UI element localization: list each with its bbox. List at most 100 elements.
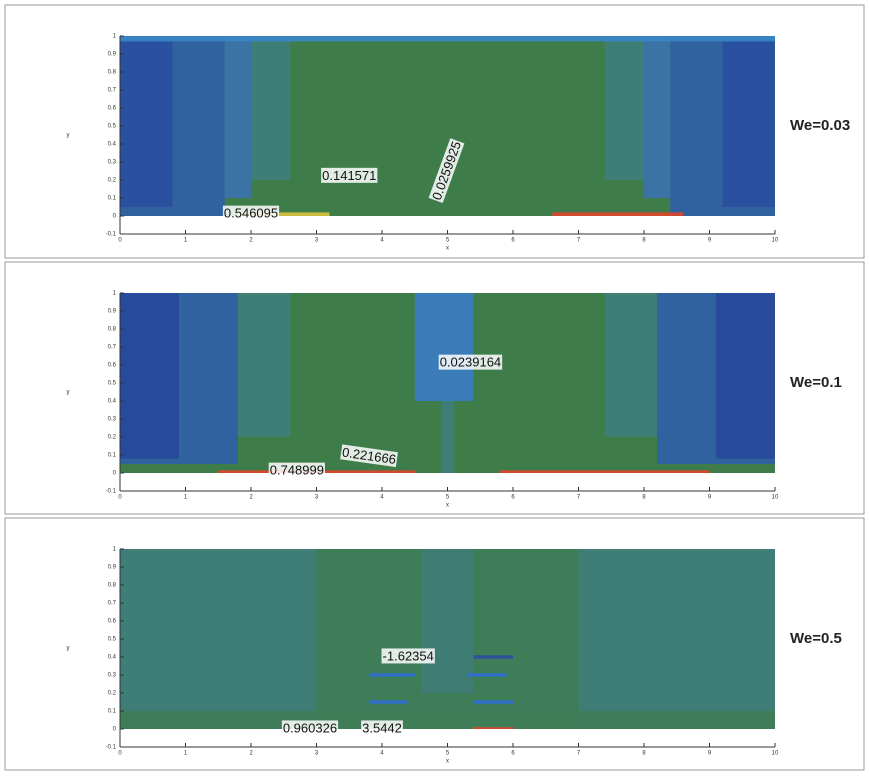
panel-annotation: We=0.1 (790, 374, 842, 391)
contour-field (120, 293, 775, 473)
contour-label: -1.62354 (381, 648, 435, 664)
field-region (120, 711, 775, 729)
contour-label: 0.748999 (268, 462, 325, 478)
y-tick-label: 0 (113, 727, 117, 733)
x-tick-label: 1 (184, 238, 188, 244)
y-tick-label: 0.6 (108, 619, 117, 625)
x-tick-label: 8 (642, 238, 646, 244)
y-tick-label: 0.5 (108, 381, 117, 387)
field-region (499, 470, 710, 473)
panel-border (4, 517, 865, 771)
field-region (473, 700, 513, 704)
x-tick-label: 6 (511, 495, 515, 501)
field-region (237, 212, 330, 216)
x-tick-label: 3 (315, 751, 319, 757)
contour-label-text: 0.141571 (322, 168, 376, 183)
x-tick-label: 5 (446, 238, 450, 244)
field-region (604, 36, 644, 180)
field-region (120, 36, 173, 207)
contour-label-box (222, 205, 280, 221)
panel-border (4, 261, 865, 515)
x-tick-label: 6 (511, 238, 515, 244)
field-region (224, 36, 251, 198)
x-axis-label: x (446, 503, 449, 509)
y-tick-label: 0.7 (108, 88, 117, 94)
y-tick-label: -0.1 (106, 489, 117, 495)
y-axis-label: y (67, 390, 70, 396)
y-tick-label: 0 (113, 214, 117, 220)
x-tick-label: 4 (380, 238, 384, 244)
contour-label-box (428, 138, 465, 204)
x-axis-label: x (446, 759, 449, 765)
field-region (368, 700, 409, 704)
x-tick-label: 10 (772, 751, 779, 757)
y-tick-label: 0.1 (108, 196, 117, 202)
contour-label-text: 0.960326 (283, 720, 337, 735)
x-tick-label: 3 (315, 238, 319, 244)
x-tick-label: 2 (249, 495, 253, 501)
contour-label-box (340, 444, 398, 468)
y-tick-label: 0.6 (108, 106, 117, 112)
x-axis-label: x (446, 246, 449, 252)
contour-label-box (361, 720, 403, 736)
panel-border (4, 4, 865, 259)
y-tick-label: 0.7 (108, 345, 117, 351)
x-tick-label: 9 (708, 751, 712, 757)
field-region (716, 293, 775, 459)
y-tick-label: 0.2 (108, 691, 117, 697)
x-tick-label: 4 (380, 751, 384, 757)
x-tick-label: 7 (577, 238, 581, 244)
x-tick-label: 1 (184, 495, 188, 501)
x-tick-label: 0 (118, 751, 122, 757)
y-tick-label: 0.2 (108, 435, 117, 441)
y-tick-label: 0.7 (108, 601, 117, 607)
contour-label-box (321, 167, 378, 183)
y-tick-label: 0 (113, 471, 117, 477)
x-tick-label: 5 (446, 751, 450, 757)
x-tick-label: 10 (772, 495, 779, 501)
field-region (722, 36, 775, 207)
y-tick-label: 0.3 (108, 160, 117, 166)
field-region (467, 673, 507, 677)
y-tick-label: 0.4 (108, 655, 117, 661)
x-tick-label: 3 (315, 495, 319, 501)
x-tick-label: 4 (380, 495, 384, 501)
contour-label-text: 0.748999 (270, 463, 324, 478)
field-region (473, 727, 513, 729)
panel-annotation: We=0.03 (790, 117, 850, 134)
x-tick-label: 6 (511, 751, 515, 757)
y-tick-label: 0.8 (108, 327, 117, 333)
y-tick-label: 0.6 (108, 363, 117, 369)
field-region (552, 212, 684, 216)
x-tick-label: 9 (708, 238, 712, 244)
contour-label-text: 0.0239164 (440, 355, 501, 370)
field-region (237, 293, 291, 437)
field-region (473, 655, 513, 659)
y-tick-label: 0.5 (108, 124, 117, 130)
y-tick-label: 0.9 (108, 309, 117, 315)
y-tick-label: -0.1 (106, 745, 117, 751)
contour-label: 0.546095 (222, 205, 280, 221)
y-axis-label: y (67, 133, 70, 139)
y-tick-label: 0.8 (108, 70, 117, 76)
contour-label-text: 3.5442 (362, 720, 402, 735)
x-tick-label: 0 (118, 495, 122, 501)
y-tick-label: 0.9 (108, 565, 117, 571)
y-tick-label: 0.1 (108, 453, 117, 459)
field-region (604, 293, 658, 437)
contour-label: 0.221666 (340, 444, 398, 468)
contour-label: 0.960326 (281, 720, 339, 736)
contour-label: 0.141571 (321, 167, 378, 183)
x-tick-label: 2 (249, 238, 253, 244)
y-tick-label: 0.8 (108, 583, 117, 589)
contour-label-text: -1.62354 (383, 648, 434, 663)
field-region (120, 293, 179, 459)
y-tick-label: 0.2 (108, 178, 117, 184)
x-tick-label: 0 (118, 238, 122, 244)
contour-field (120, 549, 775, 729)
y-tick-label: 0.9 (108, 52, 117, 58)
field-region (644, 36, 671, 198)
field-region (414, 293, 474, 401)
y-tick-label: -0.1 (106, 232, 117, 238)
